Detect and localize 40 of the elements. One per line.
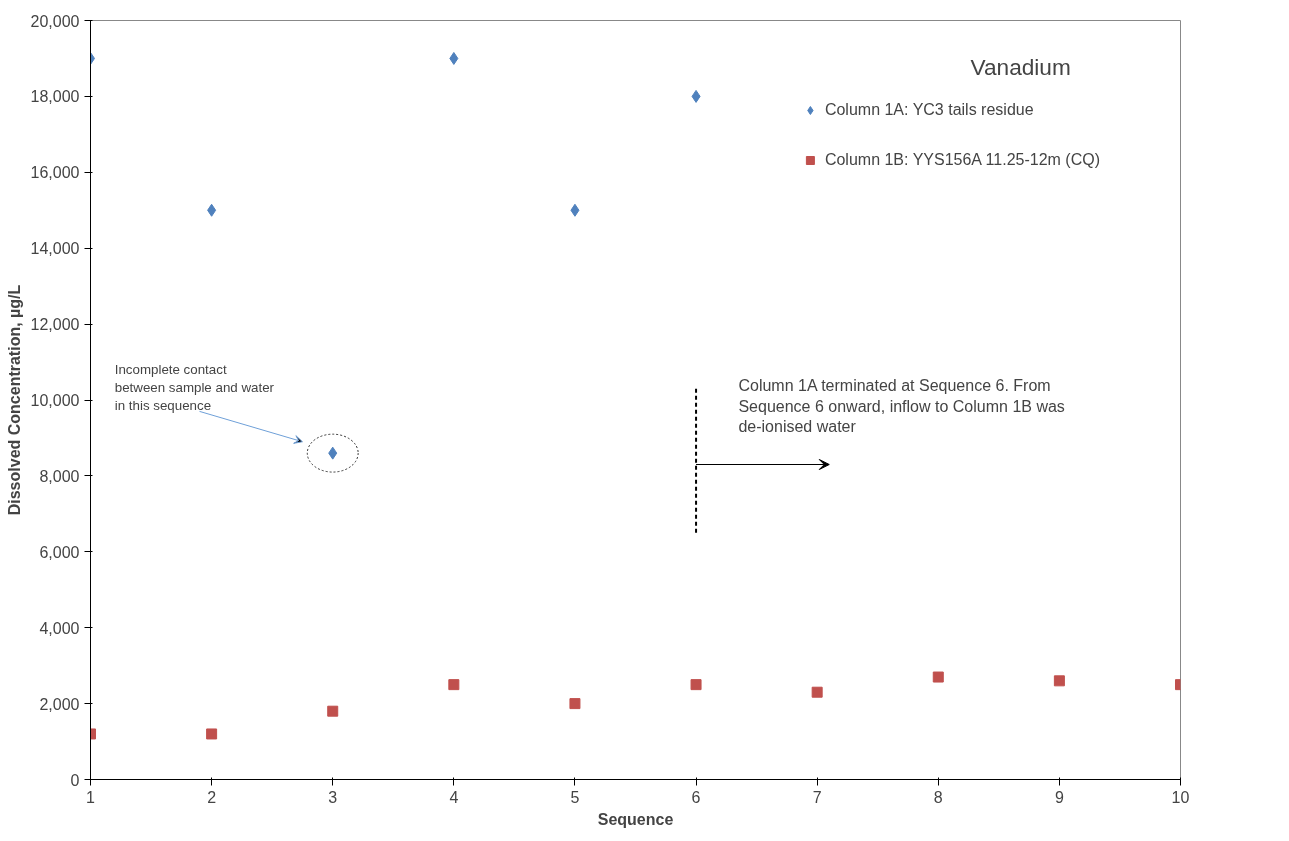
y-tick-label: 20,000 [30, 12, 80, 30]
y-tick-label: 10,000 [30, 392, 80, 409]
x-tick-label: 5 [570, 788, 580, 806]
point [207, 203, 217, 217]
point [1053, 675, 1065, 687]
y-axis-title: Dissolved Concentration, µg/L [5, 284, 23, 516]
x-tick-label: 8 [933, 788, 943, 806]
point [449, 51, 459, 65]
x-tick-label: 10 [1171, 788, 1190, 806]
x-tick-label: 4 [449, 788, 459, 806]
y-tick-label: 12,000 [30, 316, 80, 334]
y-tick-label: 16,000 [30, 164, 80, 182]
point [448, 679, 460, 691]
y-tick-label: 14,000 [30, 240, 80, 258]
point [206, 728, 218, 740]
point [691, 89, 701, 103]
x-tick-label: 2 [207, 788, 217, 806]
y-tick-label: 2,000 [39, 695, 80, 713]
x-tick-label: 3 [328, 788, 338, 806]
legend-label: Column 1B: YYS156A 11.25-12m (CQ) [824, 151, 1100, 169]
x-tick-label: 9 [1054, 788, 1064, 806]
point [570, 203, 580, 217]
x-tick-label: 6 [691, 788, 701, 806]
point [327, 705, 339, 717]
y-tick-label: 18,000 [30, 88, 80, 106]
legend-label: Column 1A: YC3 tails residue [824, 101, 1034, 119]
annotation: Column 1A terminated at Sequence 6. From Sequence 6 onward, inflow to Column 1B was de-ionised water [738, 377, 1065, 436]
x-axis-title: Sequence [597, 810, 674, 828]
annotation: Incomplete contact between sample and water in this sequence [114, 362, 275, 414]
text: Vanadium [970, 53, 1071, 80]
y-tick-label: 4,000 [39, 619, 80, 637]
x-tick-label: 7 [812, 788, 822, 806]
y-tick-label: 0 [70, 771, 80, 789]
point [690, 679, 702, 691]
point [932, 671, 944, 683]
y-tick-label: 8,000 [39, 467, 80, 485]
x-tick-label: 1 [86, 788, 96, 806]
point [569, 698, 581, 710]
point [811, 686, 823, 698]
y-tick-label: 6,000 [39, 543, 80, 561]
